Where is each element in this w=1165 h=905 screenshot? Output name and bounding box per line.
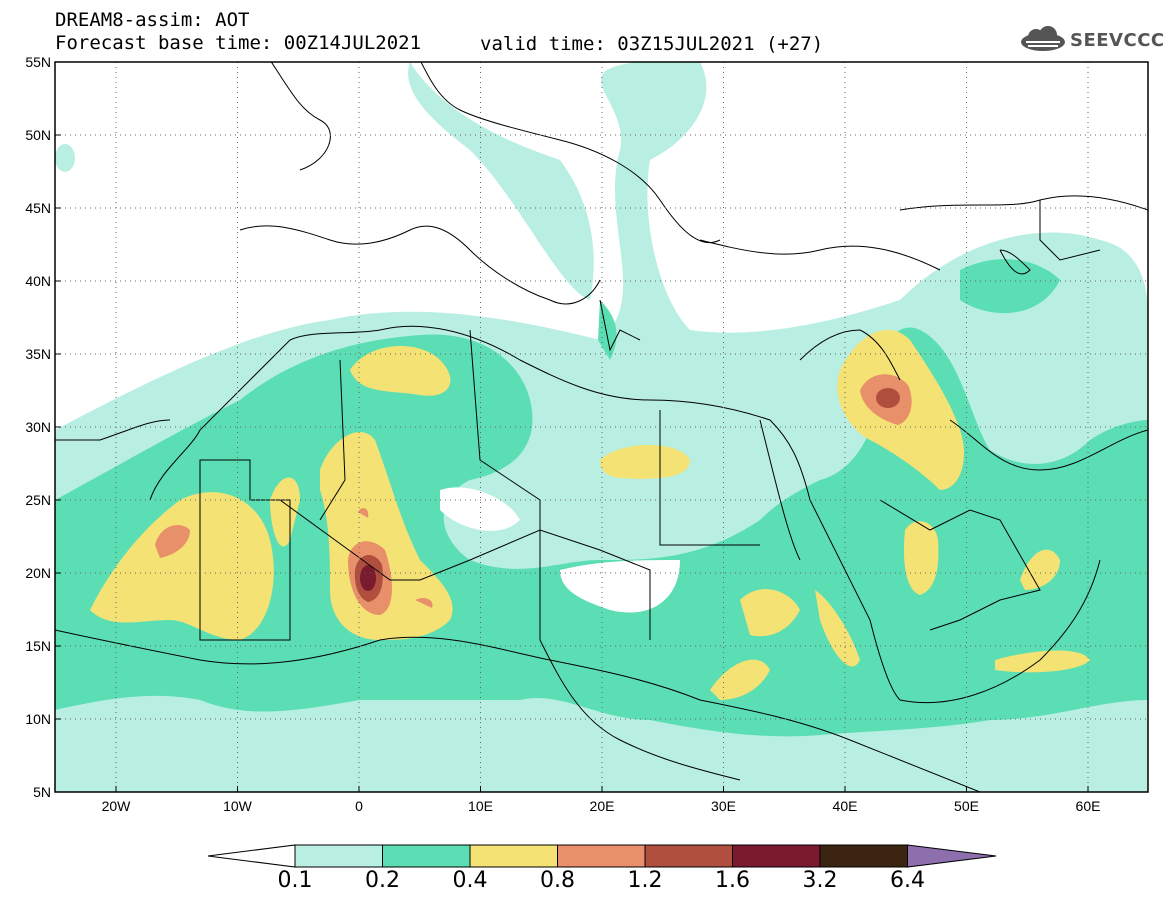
colorbar-swatch [819,844,908,868]
aot-level-1.6 [360,565,376,591]
lat-label: 10N [25,711,51,727]
lat-label: 15N [25,638,51,654]
lon-label: 10W [223,798,252,814]
chart-title: DREAM8-assim: AOT [55,9,250,31]
lat-label: 55N [25,54,51,70]
lon-label: 40E [832,798,858,814]
colorbar-swatch [644,844,733,868]
cloud-icon [1021,26,1065,51]
lat-label: 40N [25,273,51,289]
valid-time: valid time: 03Z15JUL2021 (+27) [480,33,824,55]
lat-label: 50N [25,127,51,143]
colorbar-label: 1.6 [715,868,750,893]
colorbar-label: 0.4 [452,868,488,893]
lon-label: 20E [589,798,615,814]
lat-label: 30N [25,419,51,435]
colorbar-swatch [294,844,383,868]
forecast-base-time: Forecast base time: 00Z14JUL2021 [55,32,422,54]
colorbar-label: 0.8 [540,868,575,893]
colorbar-max-arrow [907,844,997,868]
lat-label: 45N [25,200,51,216]
seevccc-logo: SEEVCCC [1018,26,1164,56]
lon-label: 20W [101,798,131,814]
lon-label: 0 [355,798,363,814]
lon-label: 50E [954,798,979,814]
colorbar-min-arrow [207,844,296,868]
colorbar-label: 0.2 [365,868,400,893]
lat-label: 35N [25,346,51,362]
lon-label: 10E [468,798,493,814]
colorbar-label: 3.2 [802,868,838,893]
colorbar-swatch [469,844,558,868]
graticule [55,62,1148,792]
lat-label: 20N [25,565,51,581]
colorbar-swatch [732,844,821,868]
coastlines [55,62,1148,792]
lon-label: 60E [1075,798,1101,814]
lat-label: 5N [33,784,51,800]
colorbar-label: 6.4 [890,868,925,893]
logo-text: SEEVCCC [1070,30,1165,51]
colorbar-label: 1.2 [627,868,663,893]
lat-label: 25N [25,492,51,508]
axis-ticks [55,61,1089,793]
colorbar-label: 0.1 [277,868,313,893]
lon-label: 30E [711,798,736,814]
colorbar-swatch [557,844,646,868]
colorbar-swatch [382,844,471,868]
